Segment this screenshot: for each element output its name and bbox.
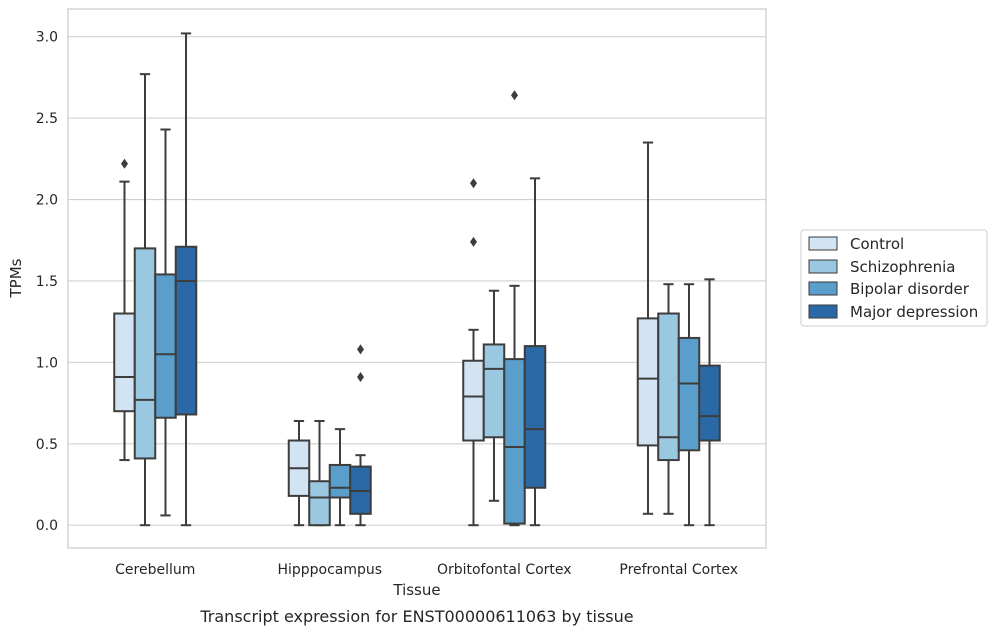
x-tick-label-orbitofontal-cortex: Orbitofontal Cortex [437,562,572,578]
iqr-box [174,245,198,416]
legend-label-bipolar-disorder: Bipolar disorder [850,280,970,298]
box-prefrontal-cortex-schizophrenia [657,283,680,515]
iqr-box [328,463,352,499]
box-orbitofontal-cortex-schizophrenia [482,289,506,502]
box-orbitofontal-cortex-bipolar-disorder [503,90,526,527]
outlier-point [469,236,477,247]
box-cerebellum-bipolar-disorder [154,128,177,517]
x-tick-label-hipppocampus: Hipppocampus [277,562,382,578]
y-tick-label: 0.5 [36,437,58,453]
iqr-box [636,317,660,447]
y-tick-label: 3.0 [36,30,58,46]
legend-label-major-depression: Major depression [850,303,978,321]
y-tick-label: 2.0 [36,193,58,209]
y-tick-label: 2.5 [36,111,58,127]
legend: Control Schizophrenia Bipolar disorder M… [800,229,988,327]
box-hipppocampus-control [287,419,311,527]
plot-frame [67,8,767,549]
box-hipppocampus-schizophrenia [308,419,331,527]
iqr-box [462,359,485,442]
box-cerebellum-schizophrenia [133,73,157,527]
legend-item-control: Control [808,235,904,253]
legend-swatch-schizophrenia [808,259,838,274]
y-axis-label: TPMs [7,258,25,298]
iqr-box [523,345,547,489]
box-prefrontal-cortex-control [636,141,660,515]
iqr-box [308,480,331,527]
legend-item-major-depression: Major depression [808,303,978,321]
iqr-box [482,343,506,439]
x-tick-label-cerebellum: Cerebellum [115,562,195,578]
box-cerebellum-major-depression [174,32,198,527]
iqr-box [113,312,136,413]
iqr-box [677,336,701,452]
outlier-point [511,90,519,101]
iqr-box [154,273,177,419]
box-orbitofontal-cortex-major-depression [523,177,547,527]
x-tick-label-prefrontal-cortex: Prefrontal Cortex [619,562,738,578]
legend-item-schizophrenia: Schizophrenia [808,258,955,276]
outlier-point [357,344,365,355]
box-prefrontal-cortex-bipolar-disorder [677,283,701,527]
outlier-point [120,158,128,169]
y-tick-label: 0.0 [36,518,58,534]
x-axis-label: Tissue [392,581,440,599]
boxes [113,32,721,527]
y-tick-labels: 0.0 0.5 1.0 1.5 2.0 2.5 3.0 [36,30,58,535]
legend-label-control: Control [850,235,904,253]
iqr-box [698,364,721,442]
y-tick-label: 1.5 [36,274,58,290]
box-hipppocampus-major-depression [349,344,372,527]
box-prefrontal-cortex-major-depression [698,278,721,527]
x-tick-labels: Cerebellum Hipppocampus Orbitofontal Corte… [115,562,738,578]
y-tick-label: 1.0 [36,355,58,371]
outlier-point [469,178,477,189]
iqr-box [133,247,157,460]
iqr-box [503,358,526,525]
outlier-point [357,372,365,383]
legend-swatch-bipolar-disorder [808,281,838,296]
legend-swatch-control [808,236,838,251]
box-cerebellum-control [113,158,136,462]
box-orbitofontal-cortex-control [462,178,485,527]
legend-label-schizophrenia: Schizophrenia [850,258,955,276]
legend-frame [800,229,988,327]
chart-caption: Transcript expression for ENST0000061106… [199,607,633,626]
legend-item-bipolar-disorder: Bipolar disorder [808,280,970,298]
legend-swatch-major-depression [808,304,838,319]
